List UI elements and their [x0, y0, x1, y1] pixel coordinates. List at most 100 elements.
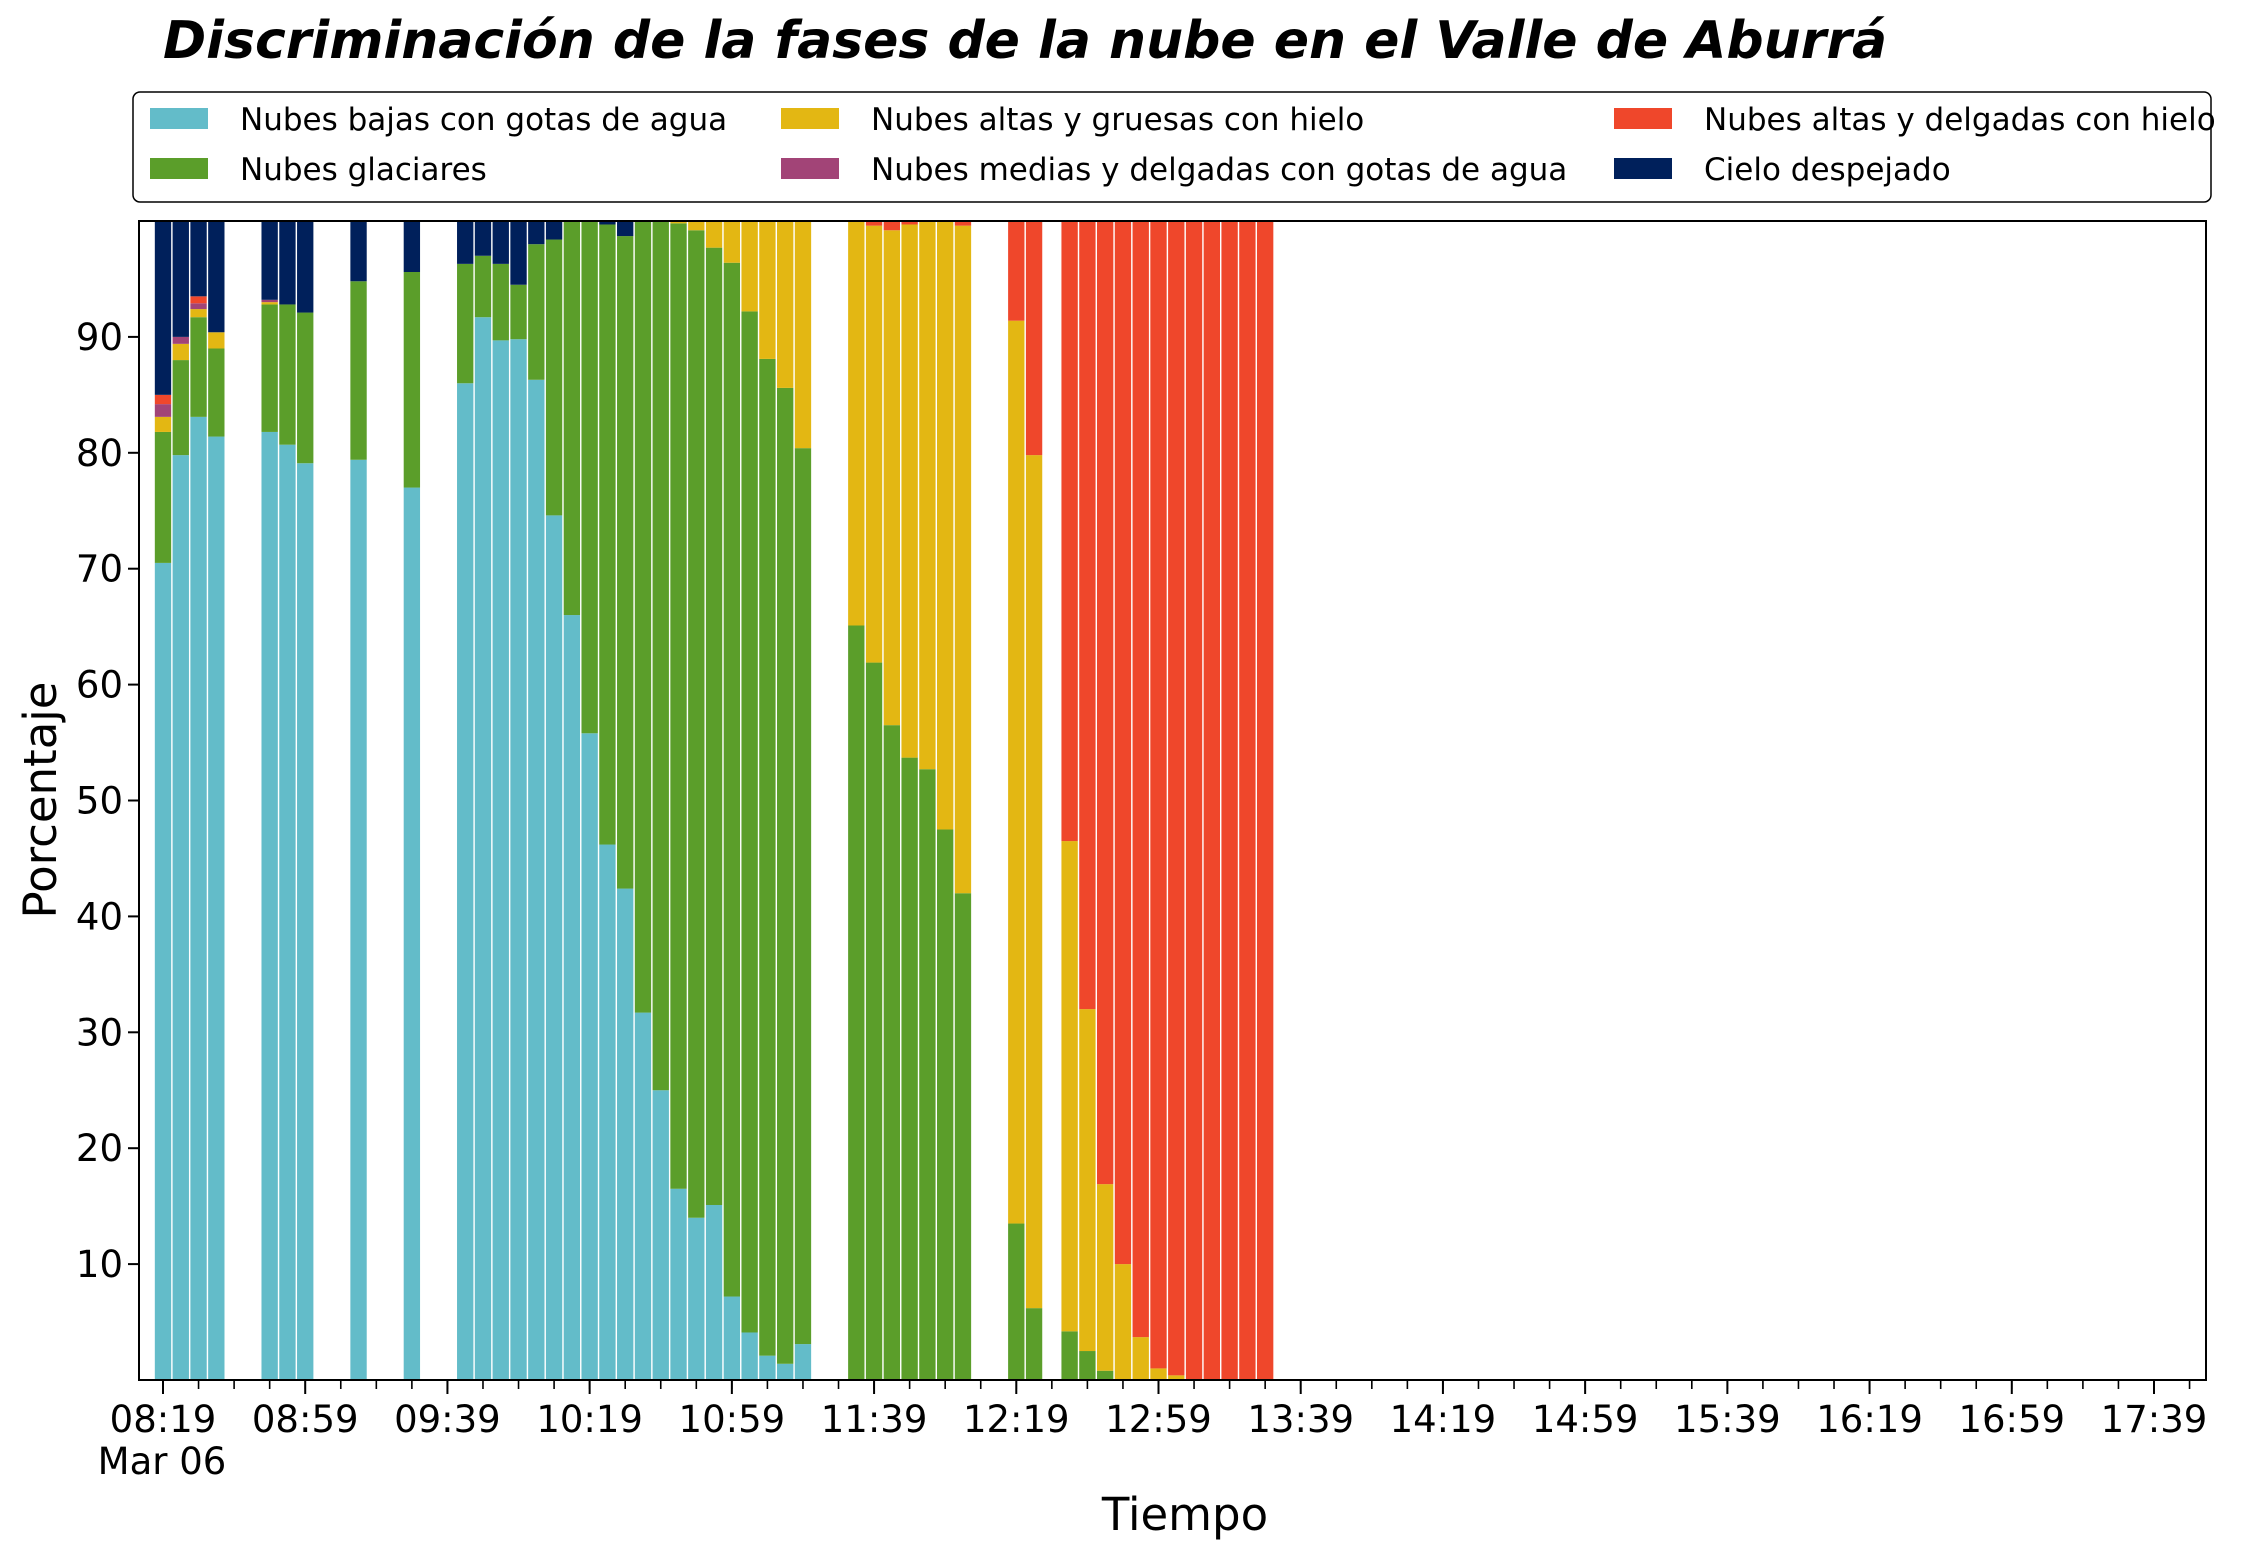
bar-segment-nubes-altas-y-gruesas-con-hielo — [261, 302, 278, 305]
bar-segment-nubes-altas-y-gruesas-con-hielo — [848, 221, 865, 626]
bar-segment-cielo-despejado — [545, 221, 563, 240]
x-axis: 08:19 08:59 09:39 10:19 10:59 11:39 12:19 12:59… — [110, 1380, 2208, 1441]
bar-segment-nubes-bajas-con-gotas-de-agua — [261, 431, 278, 1380]
bar-stack-1149 — [901, 221, 918, 1380]
y-tick-label: 50 — [76, 780, 123, 823]
legend-label-nubes-medias-y-delgadas-con-gotas-de-agua: Nubes medias y delgadas con gotas de agu… — [871, 152, 1567, 188]
bar-segment-nubes-glaciares — [705, 247, 723, 1205]
y-tick-label: 70 — [76, 548, 123, 591]
bar-segment-cielo-despejado — [279, 221, 296, 305]
bar-segment-nubes-glaciares — [759, 358, 776, 1356]
bar-segment-nubes-altas-y-delgadas-con-hielo — [1203, 221, 1220, 1380]
bar-stack-1159 — [937, 221, 954, 1380]
x-tick-label: 15:39 — [1674, 1398, 1781, 1441]
bar-segment-nubes-glaciares — [954, 893, 972, 1380]
bar-segment-nubes-bajas-con-gotas-de-agua — [652, 1090, 669, 1380]
bar-segment-nubes-altas-y-gruesas-con-hielo — [172, 343, 189, 361]
bar-segment-nubes-bajas-con-gotas-de-agua — [208, 436, 225, 1380]
bar-segment-nubes-glaciares — [350, 281, 367, 460]
bar-stack-1044 — [670, 221, 687, 1380]
x-tick-label: 10:19 — [536, 1398, 643, 1441]
bar-segment-nubes-altas-y-gruesas-con-hielo — [1079, 1009, 1096, 1352]
bar-stack-1234 — [1061, 221, 1078, 1380]
bar-segment-nubes-bajas-con-gotas-de-agua — [688, 1217, 705, 1380]
bar-stack-1144 — [883, 221, 901, 1380]
y-tick-label: 30 — [76, 1011, 123, 1054]
legend-swatch-nubes-altas-y-gruesas-con-hielo — [781, 108, 839, 129]
bar-segment-nubes-altas-y-delgadas-con-hielo — [190, 296, 207, 304]
bar-segment-nubes-altas-y-gruesas-con-hielo — [741, 221, 758, 312]
bar-stack-0944 — [457, 221, 474, 1380]
bar-segment-nubes-glaciares — [581, 221, 598, 734]
bar-segment-nubes-altas-y-gruesas-con-hielo — [208, 332, 225, 349]
x-tick-label: 09:39 — [394, 1398, 501, 1441]
legend-label-nubes-altas-y-gruesas-con-hielo: Nubes altas y gruesas con hielo — [871, 102, 1364, 138]
bar-segment-nubes-altas-y-gruesas-con-hielo — [1150, 1368, 1167, 1380]
bar-segment-nubes-bajas-con-gotas-de-agua — [190, 416, 207, 1380]
bar-stack-1014 — [563, 221, 581, 1380]
bar-segment-nubes-bajas-con-gotas-de-agua — [545, 515, 563, 1380]
legend-label-nubes-altas-y-delgadas-con-hielo: Nubes altas y delgadas con hielo — [1704, 102, 2216, 138]
bar-segment-cielo-despejado — [510, 221, 527, 285]
x-tick-label: 08:19 — [110, 1398, 217, 1441]
bar-segment-nubes-glaciares — [492, 263, 509, 341]
bar-segment-nubes-glaciares — [848, 625, 865, 1380]
bar-stack-1314 — [1203, 221, 1220, 1380]
bar-segment-nubes-altas-y-gruesas-con-hielo — [794, 221, 812, 449]
bar-stack-1039 — [652, 221, 669, 1380]
bar-segment-nubes-glaciares — [563, 221, 581, 616]
bar-segment-nubes-altas-y-delgadas-con-hielo — [1114, 221, 1132, 1265]
bar-segment-nubes-altas-y-gruesas-con-hielo — [865, 225, 883, 663]
bar-segment-nubes-bajas-con-gotas-de-agua — [297, 463, 314, 1381]
bar-segment-nubes-bajas-con-gotas-de-agua — [350, 459, 367, 1380]
bar-segment-nubes-glaciares — [457, 263, 474, 384]
bar-segment-nubes-altas-y-delgadas-con-hielo — [1096, 221, 1114, 1185]
legend-swatch-nubes-altas-y-delgadas-con-hielo — [1614, 108, 1672, 129]
bar-segment-nubes-altas-y-delgadas-con-hielo — [154, 394, 172, 405]
legend-swatch-cielo-despejado — [1614, 158, 1672, 179]
y-tick-label: 80 — [76, 432, 123, 475]
bar-segment-nubes-altas-y-delgadas-con-hielo — [865, 221, 883, 226]
bar-segment-nubes-bajas-con-gotas-de-agua — [457, 383, 474, 1380]
x-tick-label: 14:19 — [1390, 1398, 1497, 1441]
bar-segment-nubes-glaciares — [1025, 1308, 1043, 1380]
x-tick-label: 16:59 — [1958, 1398, 2065, 1441]
bar-segment-nubes-glaciares — [1079, 1351, 1096, 1380]
bar-segment-nubes-altas-y-gruesas-con-hielo — [1096, 1184, 1114, 1371]
bar-stack-0834 — [208, 221, 225, 1380]
bar-segment-nubes-altas-y-delgadas-con-hielo — [1256, 221, 1274, 1380]
bar-segment-nubes-glaciares — [279, 304, 296, 445]
bar-segment-nubes-altas-y-gruesas-con-hielo — [723, 221, 741, 263]
bar-segment-nubes-glaciares — [777, 387, 794, 1364]
bar-segment-cielo-despejado — [403, 221, 421, 272]
bar-segment-nubes-medias-y-delgadas-con-gotas-de-agua — [261, 299, 278, 303]
bar-segment-nubes-bajas-con-gotas-de-agua — [741, 1332, 758, 1380]
bar-stack-1244 — [1096, 221, 1114, 1380]
bar-segment-nubes-bajas-con-gotas-de-agua — [759, 1355, 776, 1380]
bar-segment-cielo-despejado — [154, 221, 172, 395]
bar-segment-nubes-altas-y-gruesas-con-hielo — [919, 221, 936, 770]
bar-segment-nubes-bajas-con-gotas-de-agua — [617, 888, 634, 1380]
x-tick-label: 12:59 — [1105, 1398, 1212, 1441]
bar-segment-nubes-glaciares — [1008, 1223, 1025, 1380]
bar-segment-cielo-despejado — [528, 221, 545, 245]
bar-segment-nubes-altas-y-gruesas-con-hielo — [937, 221, 954, 830]
bar-segment-nubes-glaciares — [154, 431, 172, 563]
bar-segment-nubes-glaciares — [634, 221, 652, 1013]
bar-segment-nubes-glaciares — [403, 272, 421, 488]
bar-stack-1304 — [1168, 221, 1185, 1380]
x-tick-label: 17:39 — [2101, 1398, 2208, 1441]
bar-segment-nubes-altas-y-gruesas-con-hielo — [1061, 841, 1078, 1332]
legend-frame — [132, 91, 2212, 203]
x-tick-label: 16:19 — [1816, 1398, 1923, 1441]
bar-segment-cielo-despejado — [617, 221, 634, 237]
bar-segment-nubes-altas-y-gruesas-con-hielo — [190, 309, 207, 318]
bar-stack-1024 — [599, 221, 616, 1380]
x-tick-label: 13:39 — [1247, 1398, 1354, 1441]
bar-segment-nubes-glaciares — [688, 230, 705, 1218]
bar-stack-1034 — [634, 221, 652, 1380]
bar-stack-1019 — [581, 221, 598, 1380]
bar-segment-nubes-bajas-con-gotas-de-agua — [777, 1363, 794, 1380]
bar-stack-1134 — [848, 221, 865, 1380]
bar-stack-0954 — [492, 221, 509, 1380]
